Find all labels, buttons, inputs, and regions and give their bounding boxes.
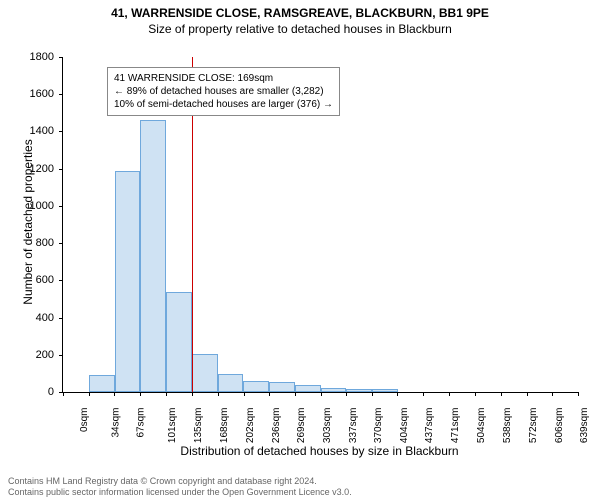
ytick-label: 1800 [14,51,54,63]
ytick-mark [59,243,63,244]
xtick-mark [372,392,373,396]
xtick-mark [552,392,553,396]
xtick-mark [475,392,476,396]
property-size-chart: 41, WARRENSIDE CLOSE, RAMSGREAVE, BLACKB… [0,0,600,500]
histogram-bar [269,382,295,392]
xtick-label: 0sqm [79,408,90,432]
ytick-label: 200 [14,349,54,361]
annotation-line-1: 41 WARRENSIDE CLOSE: 169sqm [114,72,333,85]
y-axis-label: Number of detached properties [21,122,35,322]
xtick-label: 437sqm [424,408,435,444]
xtick-label: 236sqm [271,408,282,444]
histogram-bar [192,354,218,392]
xtick-mark [295,392,296,396]
ytick-label: 0 [14,386,54,398]
ytick-mark [59,355,63,356]
xtick-mark [166,392,167,396]
ytick-mark [59,280,63,281]
xtick-label: 639sqm [579,408,590,444]
histogram-bar [372,389,398,392]
histogram-bar [218,374,244,392]
chart-title: 41, WARRENSIDE CLOSE, RAMSGREAVE, BLACKB… [0,0,600,20]
xtick-label: 370sqm [373,408,384,444]
ytick-label: 600 [14,274,54,286]
chart-subtitle: Size of property relative to detached ho… [0,20,600,36]
histogram-bar [321,388,347,392]
xtick-label: 34sqm [111,408,122,438]
xtick-label: 202sqm [245,408,256,444]
footer-line-1: Contains HM Land Registry data © Crown c… [8,476,352,487]
x-axis-label: Distribution of detached houses by size … [62,444,577,458]
xtick-mark [346,392,347,396]
xtick-mark [449,392,450,396]
footer-line-2: Contains public sector information licen… [8,487,352,498]
xtick-mark [397,392,398,396]
xtick-mark [89,392,90,396]
xtick-mark [423,392,424,396]
histogram-bar [89,375,115,392]
xtick-label: 337sqm [348,408,359,444]
xtick-label: 404sqm [399,408,410,444]
xtick-label: 572sqm [528,408,539,444]
ytick-label: 1000 [14,200,54,212]
xtick-label: 606sqm [554,408,565,444]
xtick-label: 269sqm [296,408,307,444]
ytick-label: 1400 [14,125,54,137]
ytick-mark [59,206,63,207]
xtick-label: 67sqm [136,408,147,438]
xtick-mark [140,392,141,396]
xtick-mark [321,392,322,396]
histogram-bar [346,389,372,392]
histogram-bar [295,385,321,392]
xtick-label: 101sqm [167,408,178,444]
annotation-line-3: 10% of semi-detached houses are larger (… [114,98,333,111]
xtick-mark [218,392,219,396]
histogram-bar [243,381,269,392]
ytick-label: 800 [14,237,54,249]
ytick-mark [59,318,63,319]
xtick-mark [527,392,528,396]
xtick-mark [114,392,115,396]
xtick-label: 504sqm [476,408,487,444]
xtick-mark [244,392,245,396]
xtick-mark [63,392,64,396]
annotation-line-2: ← 89% of detached houses are smaller (3,… [114,85,333,98]
ytick-label: 400 [14,312,54,324]
histogram-bar [140,120,166,392]
xtick-label: 168sqm [219,408,230,444]
ytick-mark [59,94,63,95]
ytick-label: 1600 [14,88,54,100]
footer-attribution: Contains HM Land Registry data © Crown c… [8,476,352,498]
ytick-mark [59,131,63,132]
xtick-label: 303sqm [322,408,333,444]
xtick-label: 135sqm [193,408,204,444]
histogram-bar [115,171,141,392]
xtick-label: 538sqm [502,408,513,444]
xtick-mark [192,392,193,396]
xtick-mark [269,392,270,396]
annotation-box: 41 WARRENSIDE CLOSE: 169sqm ← 89% of det… [107,67,340,116]
histogram-bar [166,292,192,393]
ytick-mark [59,57,63,58]
ytick-label: 1200 [14,163,54,175]
ytick-mark [59,169,63,170]
xtick-mark [578,392,579,396]
xtick-mark [501,392,502,396]
xtick-label: 471sqm [451,408,462,444]
